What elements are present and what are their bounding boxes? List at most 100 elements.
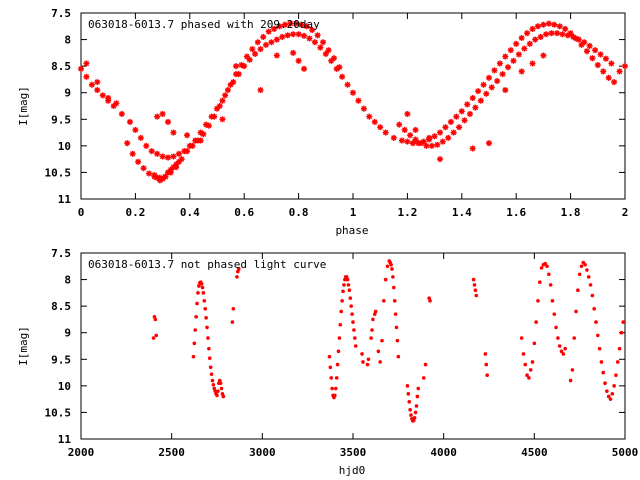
data-point [597,346,602,351]
data-point [525,373,529,378]
chart-1-ticks: 0 0.2 0.4 0.6 0.8 1 1.2 1.4 1.6 1.8 2 7.5 8 8.5 9 9.5 10… [45,7,629,219]
data-point [353,336,357,340]
data-point [540,21,547,28]
data-point [336,64,343,71]
data-point [537,33,544,40]
data-point [592,47,599,54]
data-point [485,373,489,378]
data-point [532,36,539,43]
data-point [369,336,373,340]
chart-2-ylabel: I[mag] [17,326,30,366]
data-point [409,140,416,147]
data-point [360,352,364,356]
y-tick-label: 10 [58,380,71,393]
data-point [404,138,411,145]
data-point [339,73,346,80]
data-point [206,336,210,340]
data-point [572,336,577,340]
data-point [224,87,231,94]
data-point [219,386,224,391]
data-point [287,20,294,27]
data-point [196,291,200,295]
data-point [351,320,355,324]
data-point [532,341,537,346]
data-point [341,289,345,294]
y-tick-label: 9.5 [51,353,71,366]
data-point [257,46,264,53]
data-point [534,320,538,324]
x-tick-label: 3000 [249,446,276,459]
data-point [477,97,484,104]
data-point [622,63,628,70]
data-point [205,122,212,129]
x-tick-label: 1 [350,206,357,219]
data-point [575,36,582,43]
x-tick-label: 1.8 [561,206,581,219]
data-point [352,328,356,332]
data-point [216,389,220,393]
data-point [204,316,208,320]
data-point [483,90,490,97]
data-point [350,312,354,316]
data-point [333,393,337,398]
x-tick-label: 1.4 [452,206,472,219]
data-point [207,346,211,351]
data-point [601,370,606,375]
chart-1-title: 063018-6013.7 phased with 209.20day [88,18,320,31]
data-point [348,296,353,300]
data-point [600,68,607,75]
data-point [407,132,414,139]
data-point [378,360,383,364]
data-point [298,21,305,28]
data-point [219,97,226,104]
data-point [528,368,533,372]
data-point [268,39,275,46]
data-point [159,110,166,117]
data-point [393,312,398,316]
data-point [611,79,618,86]
data-point [207,356,212,361]
data-point [586,42,593,49]
data-point [233,63,240,70]
data-point [209,372,214,376]
data-point [380,338,384,343]
data-point [534,23,541,30]
data-point [540,52,547,59]
data-point [574,309,578,314]
data-point [373,309,378,314]
data-point [599,360,604,364]
data-point [328,365,333,370]
data-point [189,142,196,149]
data-point [563,346,567,351]
data-point [617,346,622,351]
data-point [548,30,555,37]
data-point [486,74,492,81]
data-point [450,129,457,136]
data-point [184,148,191,155]
data-point [200,131,207,138]
data-point [543,261,548,266]
data-point [284,32,291,39]
data-point [398,137,405,144]
data-point [527,376,531,380]
data-point [192,341,197,346]
data-point [416,386,421,391]
data-point [594,320,598,324]
data-point [88,81,95,88]
data-point [94,79,101,86]
data-point [231,307,236,311]
data-point [249,46,256,53]
data-point [235,275,239,279]
data-point [615,360,620,364]
data-point [428,299,432,303]
data-point [377,124,384,131]
data-point [421,376,426,380]
data-point [480,81,487,88]
data-point [581,39,588,46]
data-point [154,113,161,120]
data-point [165,118,172,125]
data-point [273,36,280,43]
chart-2-points [151,259,625,423]
data-point [325,47,332,54]
data-point [529,60,536,67]
